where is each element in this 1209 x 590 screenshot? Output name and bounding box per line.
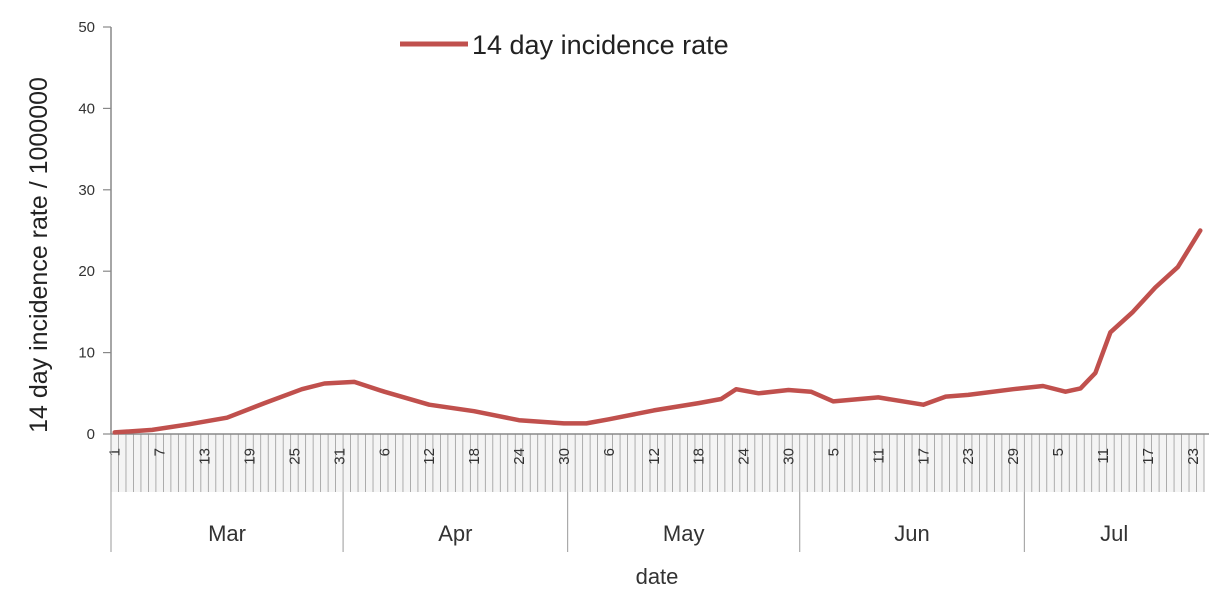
legend-label: 14 day incidence rate (472, 30, 729, 60)
x-tick-label: 19 (241, 448, 258, 465)
x-tick-label: 1 (107, 448, 124, 456)
series-line (112, 228, 1203, 435)
x-axis-title: date (636, 564, 679, 589)
x-tick-label: 17 (915, 448, 932, 465)
x-tick-label: 6 (376, 448, 393, 456)
date-axis-band (110, 434, 1205, 492)
y-tick-label: 50 (78, 19, 95, 36)
x-tick-label: 25 (286, 448, 303, 465)
x-tick-label: 23 (960, 448, 977, 465)
month-label: May (663, 521, 705, 546)
y-axis-title: 14 day incidence rate / 1000000 (25, 77, 53, 433)
x-tick-label: 5 (1050, 448, 1067, 456)
month-label: Jul (1100, 521, 1128, 546)
x-tick-label: 18 (691, 448, 708, 465)
x-tick-label: 6 (601, 448, 618, 456)
y-tick-label: 40 (78, 100, 95, 117)
y-tick-label: 0 (87, 426, 95, 443)
y-tick-label: 20 (78, 263, 95, 280)
legend: 14 day incidence rate (400, 30, 729, 60)
x-tick-label: 24 (736, 448, 753, 465)
y-axis-ticks: 0 10 20 30 40 50 (78, 19, 111, 443)
x-tick-label: 17 (1140, 448, 1157, 465)
x-tick-label: 30 (556, 448, 573, 465)
x-tick-label: 12 (421, 448, 438, 465)
month-label: Apr (438, 521, 472, 546)
x-tick-label: 13 (197, 448, 214, 465)
x-tick-label: 7 (152, 448, 169, 456)
x-tick-label: 11 (1095, 448, 1112, 464)
x-tick-label: 24 (511, 448, 528, 465)
x-axis-ticks: 1 7 13 19 25 31 6 12 18 24 30 6 12 18 24 30 5 11 17 23 29 5 11… (107, 448, 1202, 465)
x-tick-label: 29 (1005, 448, 1022, 465)
x-tick-label: 5 (825, 448, 842, 456)
y-tick-label: 30 (78, 182, 95, 199)
x-tick-label: 31 (331, 448, 348, 465)
x-tick-label: 11 (870, 448, 887, 464)
x-tick-label: 18 (466, 448, 483, 465)
x-tick-label: 30 (781, 448, 798, 465)
month-labels: Mar Apr May Jun Jul (110, 434, 1128, 552)
x-tick-label: 12 (646, 448, 663, 465)
series-layer (112, 228, 1203, 435)
month-label: Mar (208, 521, 246, 546)
month-label: Jun (894, 521, 929, 546)
y-tick-label: 10 (78, 345, 95, 362)
x-tick-label: 23 (1185, 448, 1202, 465)
